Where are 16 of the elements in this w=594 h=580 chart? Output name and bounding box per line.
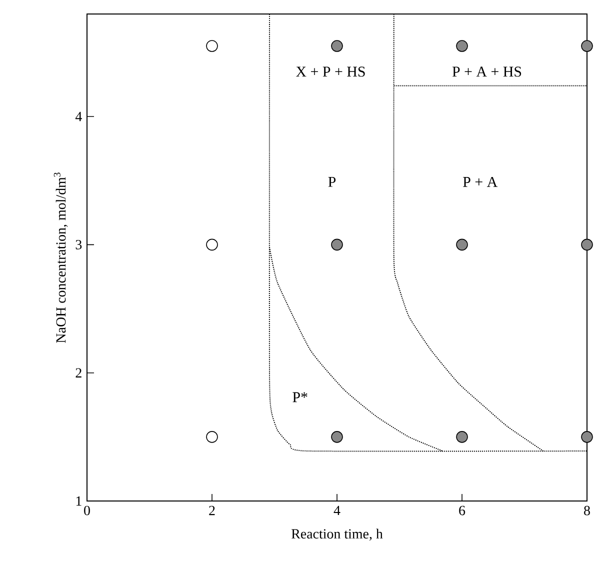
y-tick-label: 1 bbox=[76, 496, 82, 506]
annotation: P + A bbox=[463, 176, 498, 187]
x-tick-label: 0 bbox=[84, 506, 90, 516]
annotation: P bbox=[328, 176, 336, 187]
annotation: P + A + HS bbox=[452, 66, 522, 77]
x-tick-label: 8 bbox=[584, 506, 590, 516]
annotation: P* bbox=[292, 392, 308, 402]
x-axis-title: Reaction time, h bbox=[292, 528, 383, 541]
x-tick-label: 6 bbox=[459, 506, 466, 516]
x-tick-label: 2 bbox=[209, 506, 215, 516]
x-tick-label: 4 bbox=[334, 506, 340, 516]
y-tick-label: 3 bbox=[76, 240, 82, 250]
y-axis-title: NaOH concentration, mol/dm$^{3}$ bbox=[54, 172, 68, 343]
annotation: X + P + HS bbox=[296, 66, 365, 77]
y-tick-label: 2 bbox=[76, 368, 82, 378]
y-tick-label: 4 bbox=[75, 112, 82, 122]
